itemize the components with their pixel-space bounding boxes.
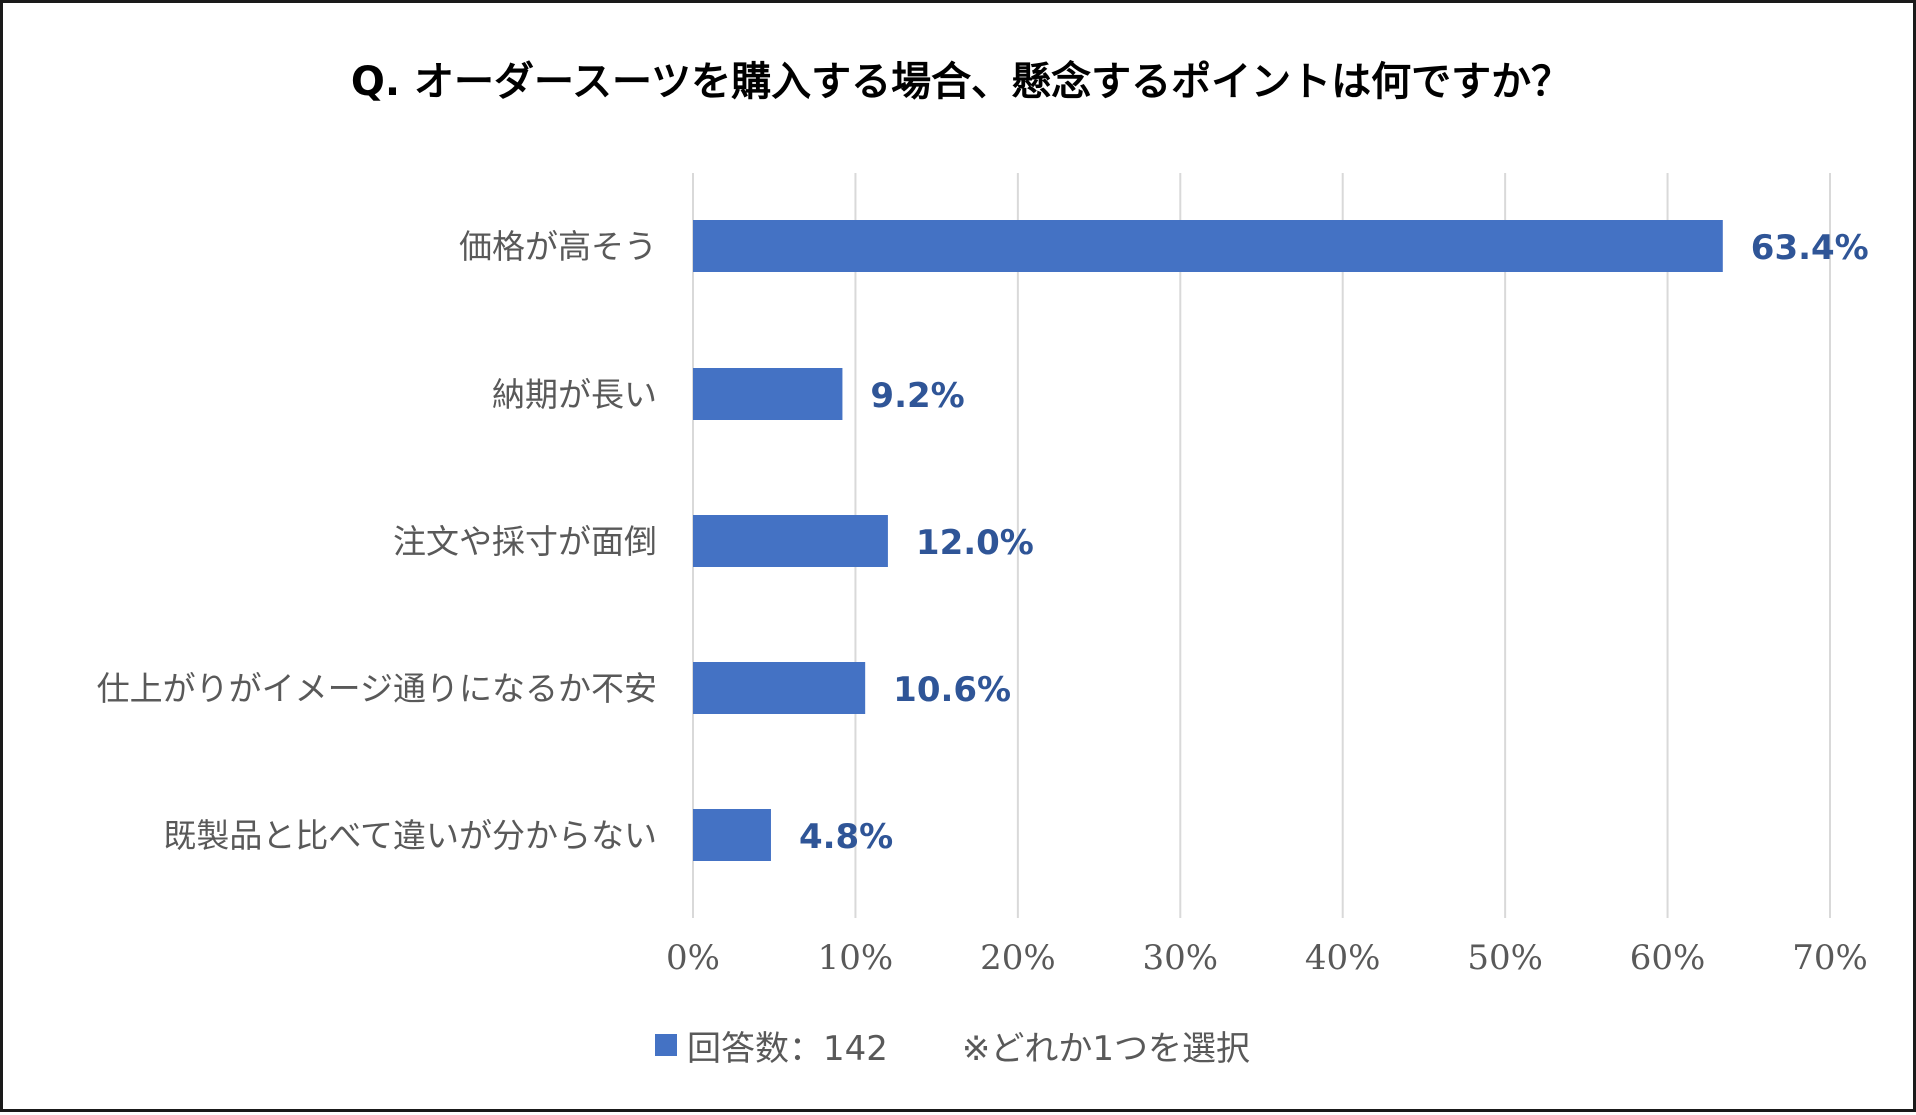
legend-swatch (655, 1034, 677, 1056)
bars (693, 220, 1723, 861)
data-label: 9.2% (870, 376, 964, 416)
bar (693, 662, 866, 714)
category-label: 価格が高そう (459, 227, 657, 266)
bar-chart: 0% 10% 20% 30% 40% 50% 60% 70% 価格が高そう 63.4% 納期が長い 9… (97, 173, 1869, 978)
category-label: 納期が長い (492, 375, 657, 414)
data-label: 63.4% (1751, 228, 1869, 268)
data-label: 10.6% (893, 670, 1011, 710)
legend-note: ※どれか1つを選択 (961, 1028, 1251, 1069)
bar (693, 809, 771, 861)
chart-title: Q. オーダースーツを購入する場合、懸念するポイントは何ですか？ (350, 59, 1572, 105)
x-tick-label: 70% (1792, 938, 1868, 978)
bar (693, 220, 1723, 272)
bar (693, 515, 888, 567)
category-label: 仕上がりがイメージ通りになるか不安 (97, 669, 657, 708)
x-tick-label: 60% (1630, 938, 1706, 978)
data-label: 4.8% (799, 817, 893, 857)
category-label: 注文や採寸が面倒 (393, 522, 657, 561)
bar (693, 368, 843, 420)
x-tick-label: 40% (1305, 938, 1381, 978)
x-tick-label: 50% (1467, 938, 1543, 978)
x-tick-label: 10% (818, 938, 894, 978)
labels: 0% 10% 20% 30% 40% 50% 60% 70% 価格が高そう 63.4% 納期が長い 9… (97, 227, 1869, 978)
category-label: 既製品と比べて違いが分からない (163, 816, 657, 855)
legend: 回答数：142 ※どれか1つを選択 (655, 1023, 1251, 1069)
data-label: 12.0% (916, 523, 1034, 563)
x-tick-label: 0% (666, 938, 720, 978)
x-tick-label: 30% (1142, 938, 1218, 978)
legend-series-label: 回答数：142 (687, 1028, 888, 1069)
x-tick-label: 20% (980, 938, 1056, 978)
